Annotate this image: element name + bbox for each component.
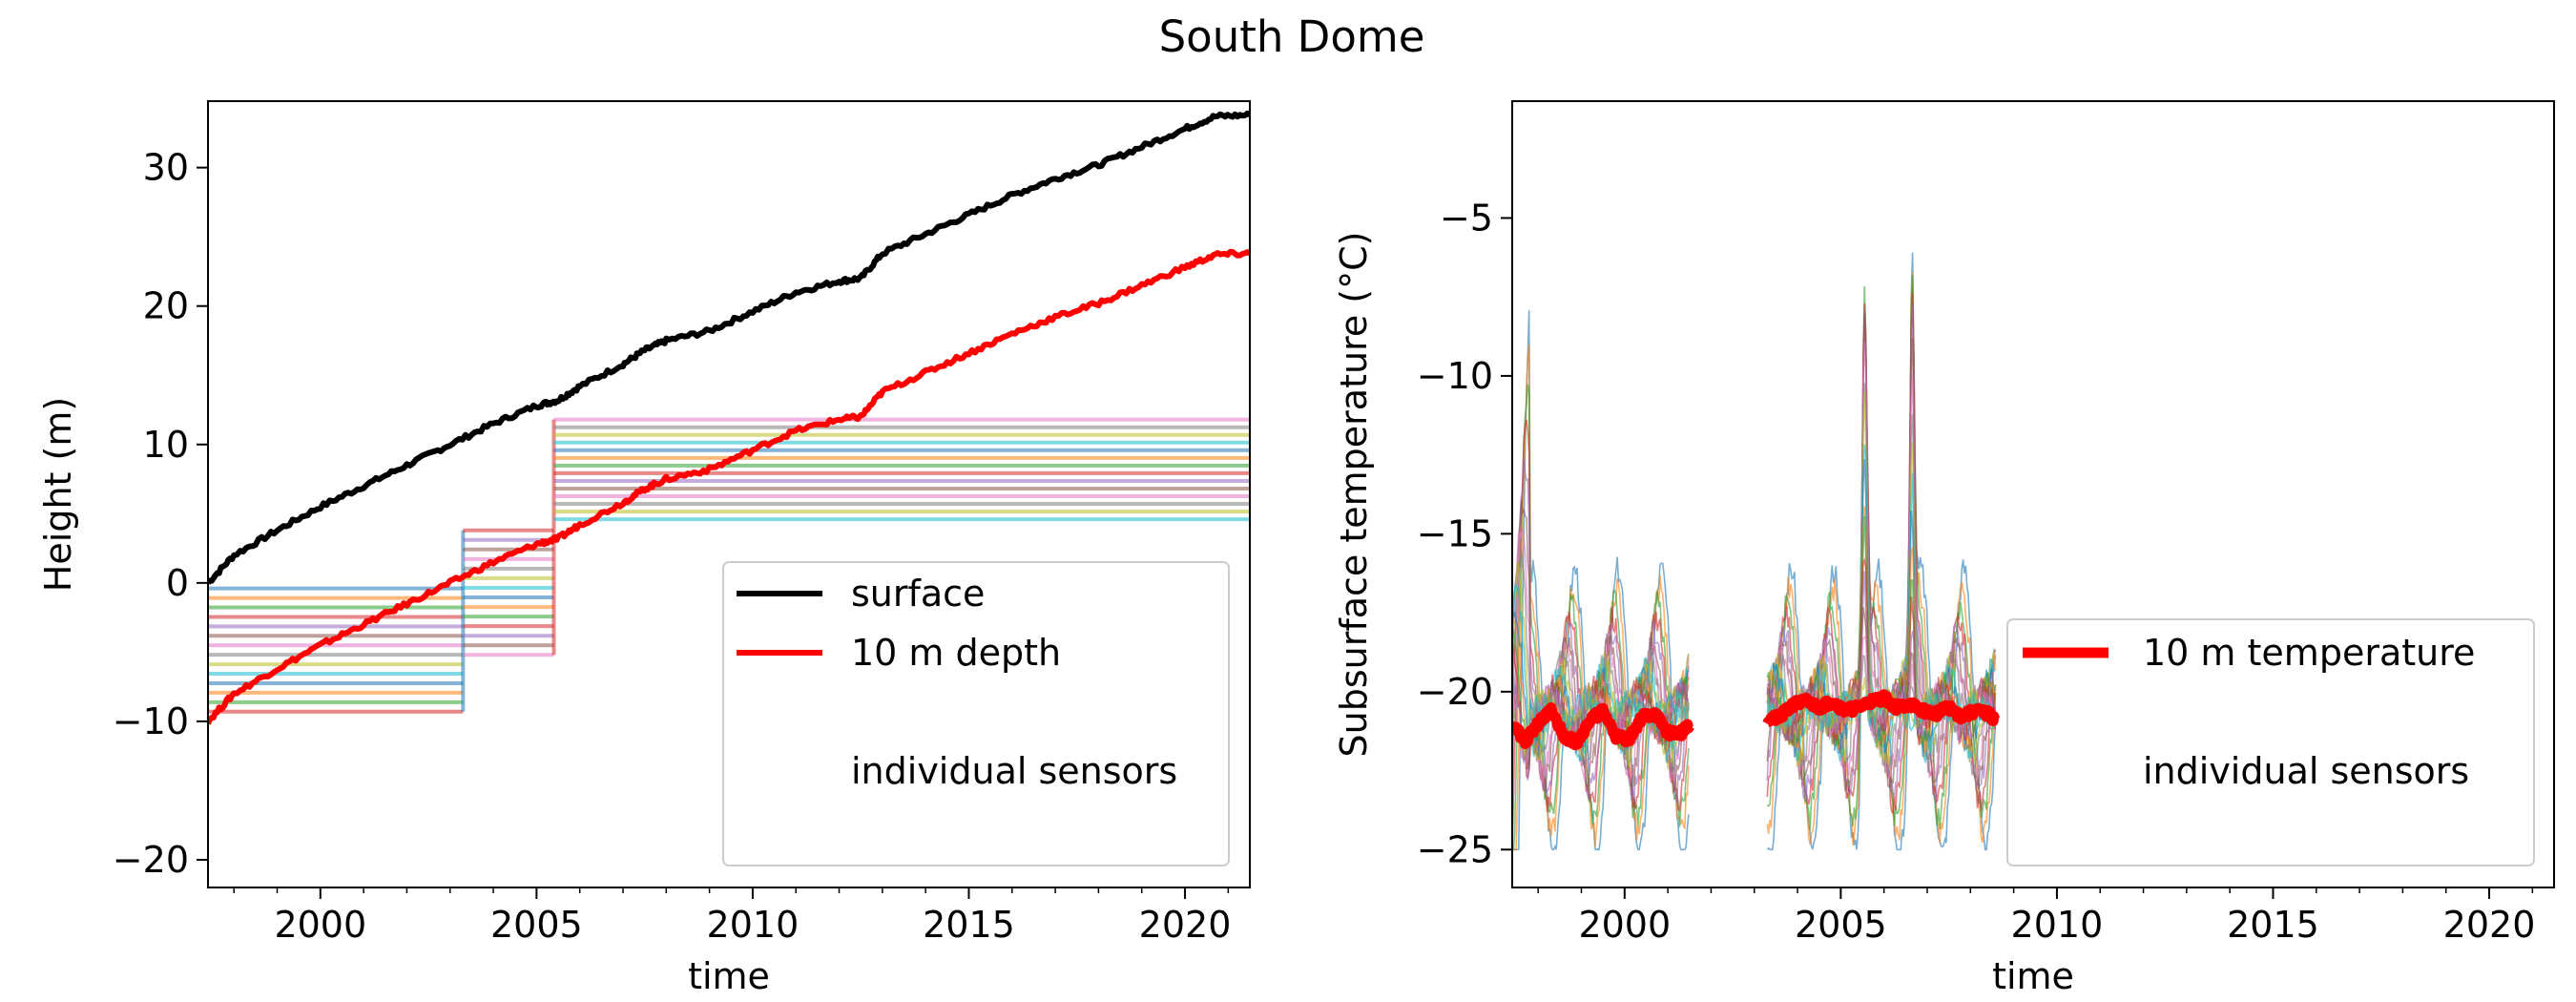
y-tick-label: −15 (1417, 512, 1493, 554)
y-tick-label: −10 (1417, 355, 1493, 397)
y-tick-label: −25 (1417, 828, 1493, 870)
y-tick-label: 30 (143, 147, 189, 189)
x-tick-label: 2010 (707, 904, 800, 946)
x-axis-label: time (1992, 955, 2074, 997)
x-tick-label: 2020 (1139, 904, 1232, 946)
axes-frame (207, 100, 1251, 888)
legend-box (2006, 618, 2535, 866)
y-tick-label: −10 (113, 700, 189, 742)
x-tick-label: 2005 (490, 904, 583, 946)
legend-label: 10 m temperature (2143, 632, 2475, 674)
x-tick-label: 2000 (1578, 904, 1671, 946)
legend: surface 10 m depth individual sensors (722, 561, 1230, 866)
x-tick-label: 2010 (2011, 904, 2104, 946)
x-tick-label: 2020 (2443, 904, 2536, 946)
axes-frame (1511, 100, 2555, 888)
legend: 10 m temperature individual sensors (2006, 618, 2535, 866)
temperature-10m-line (1512, 701, 1694, 751)
depth-10m-line (208, 248, 1250, 725)
y-tick-label: 20 (143, 285, 189, 327)
legend-box (722, 561, 1230, 866)
x-tick-label: 2015 (2227, 904, 2319, 946)
y-tick-label: 10 (143, 424, 189, 466)
height-axes: 2000 2005 2010 2015 2020 −20 −10 0 10 20 30 time Hei… (37, 100, 1251, 997)
surface-line (208, 110, 1250, 585)
y-axis-label: Height (m) (37, 397, 79, 592)
y-tick-label: 0 (166, 562, 189, 604)
legend-label: individual sensors (851, 750, 1177, 792)
legend-label: 10 m depth (851, 632, 1061, 674)
y-tick-label: −20 (1417, 671, 1493, 713)
legend-label: individual sensors (2143, 750, 2469, 792)
x-tick-label: 2005 (1795, 904, 1887, 946)
x-tick-label: 2015 (923, 904, 1015, 946)
legend-label: surface (851, 573, 985, 615)
y-tick-label: −5 (1440, 197, 1493, 239)
plot-area (208, 110, 1250, 725)
x-tick-label: 2000 (274, 904, 366, 946)
figure-title: South Dome (1159, 11, 1425, 62)
temperature-axes: 2000 2005 2010 2015 2020 −25 −20 −15 −10 −5 time Su… (1333, 100, 2555, 997)
plot-area (1512, 252, 2002, 851)
temperature-10m-line (1762, 689, 2002, 727)
y-axis-label: Subsurface temperature (°C) (1333, 232, 1375, 758)
x-axis-label: time (688, 955, 770, 997)
y-tick-label: −20 (113, 839, 189, 881)
